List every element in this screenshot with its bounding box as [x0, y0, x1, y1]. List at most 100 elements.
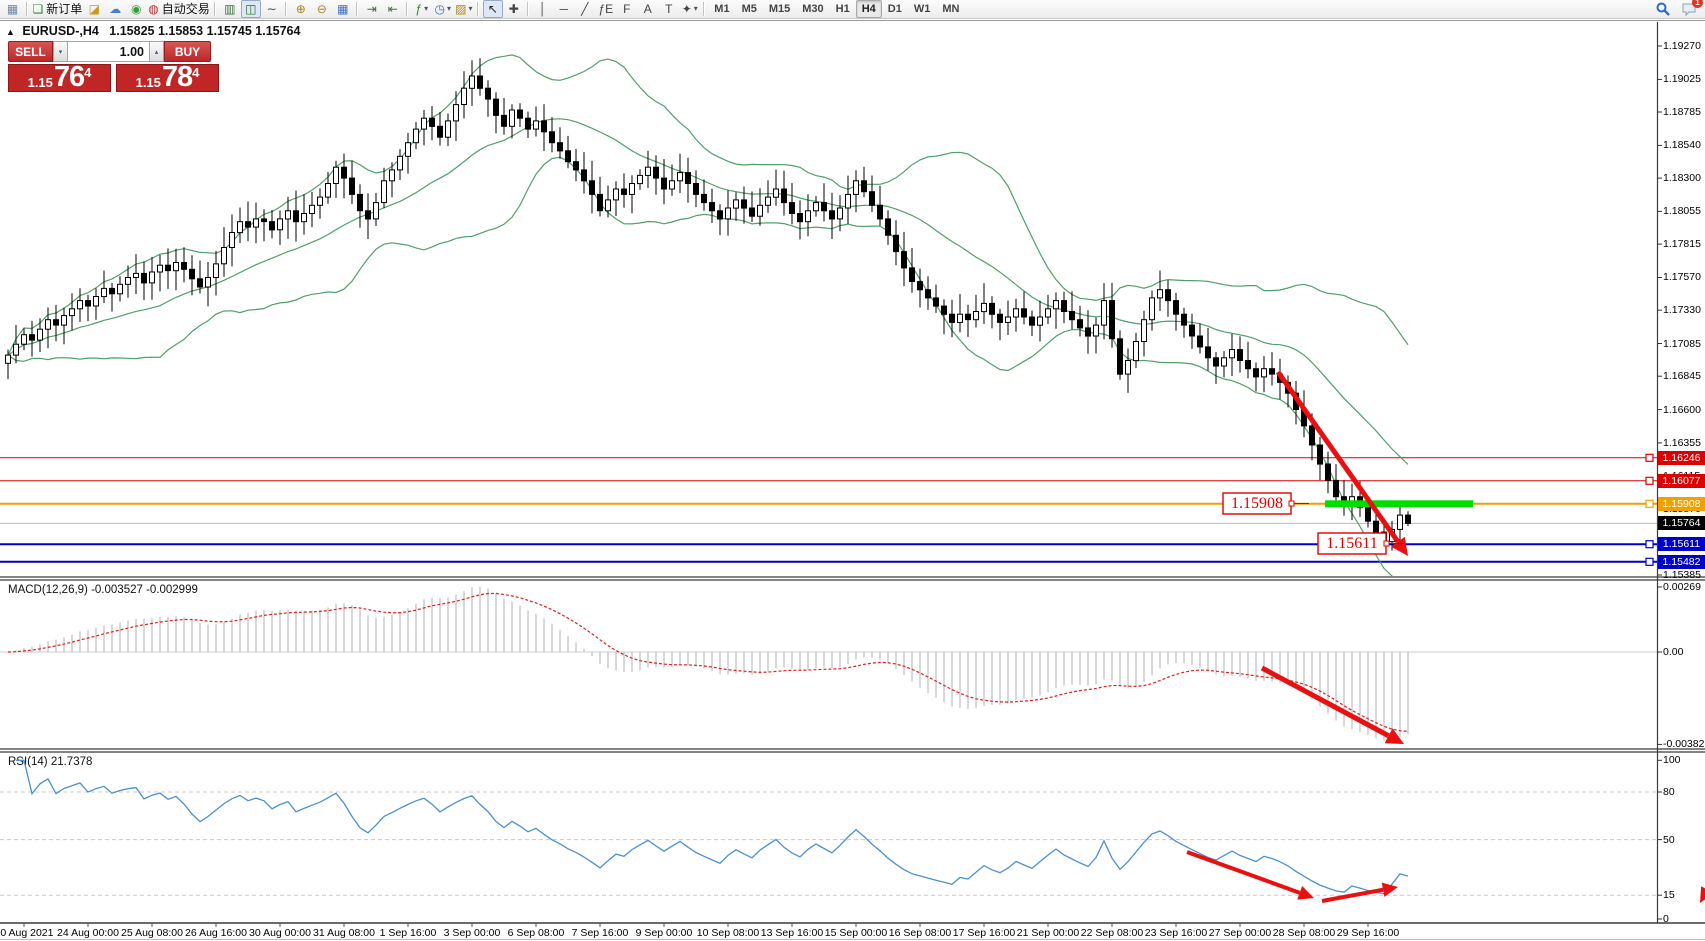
autotrading-button[interactable]: ◍ 自动交易: [147, 0, 211, 18]
toolbar-separator: [703, 2, 706, 16]
shapes-button[interactable]: ✦ ▾: [680, 0, 700, 18]
fibo-expansion-button[interactable]: F: [617, 0, 637, 18]
trendline-button[interactable]: ╱: [575, 0, 595, 18]
search-icon[interactable]: [1656, 2, 1670, 16]
toolbar-separator: [26, 2, 28, 16]
volume-increase-button[interactable]: ▴: [149, 41, 164, 62]
buy-price-panel[interactable]: 1.15 78 4: [116, 61, 219, 93]
horizontal-line-button[interactable]: ─: [554, 0, 574, 18]
fibo-channel-icon: ƒE: [598, 2, 614, 16]
chart-window-icon[interactable]: ▦: [3, 0, 23, 18]
templates-button[interactable]: ▨ ▾: [454, 0, 474, 18]
shapes-icon: ✦: [681, 2, 692, 16]
timeframe-h1-button[interactable]: H1: [835, 3, 850, 15]
line-chart-icon: ∼: [266, 2, 277, 16]
vertical-line-button[interactable]: │: [533, 0, 553, 18]
fibo-channel-button[interactable]: ƒE: [596, 0, 616, 18]
svg-text:1.15908: 1.15908: [1231, 495, 1283, 512]
new-order-icon: ❏: [32, 2, 44, 16]
chart-window-icon-icon: ▦: [6, 2, 19, 16]
cursor-button[interactable]: ↖: [482, 0, 503, 18]
bar-chart-icon: ▥: [224, 2, 236, 16]
radar-icon-icon: ◉: [131, 2, 142, 16]
symbol-title: EURUSD-,H4: [22, 24, 99, 38]
text-label-button[interactable]: T: [659, 0, 679, 18]
autotrading-icon: ◍: [148, 2, 159, 16]
fibo-expansion-icon: F: [623, 2, 631, 16]
crosshair-button[interactable]: ✚: [504, 0, 524, 18]
toolbar-separator: [406, 2, 409, 16]
timeframe-m15-button[interactable]: M15: [768, 3, 791, 15]
vertical-line-icon: │: [539, 2, 547, 16]
radar-icon[interactable]: ◉: [126, 0, 146, 18]
collapse-trade-panel-icon[interactable]: ▲: [6, 27, 15, 37]
eraser-icon-icon: ◪: [88, 2, 100, 16]
timeframe-m5-button[interactable]: M5: [741, 3, 757, 15]
profile-icon-icon: ☁: [109, 2, 122, 16]
crosshair-icon: ✚: [508, 2, 519, 16]
buy-price-big: 78: [161, 61, 193, 93]
chevron-down-icon[interactable]: ▾: [468, 4, 473, 13]
volume-decrease-button[interactable]: ▾: [53, 41, 68, 62]
zoom-out-button[interactable]: ⊖: [312, 0, 332, 18]
sell-price-prefix: 1.15: [27, 75, 53, 90]
timeframe-h4-button[interactable]: H4: [855, 0, 882, 18]
toolbar-separator: [527, 2, 530, 16]
periods-button[interactable]: ◷ ▾: [433, 0, 453, 18]
new-order-button[interactable]: ❏ 新订单: [32, 0, 84, 18]
buy-price-prefix: 1.15: [135, 75, 161, 90]
candle-chart-icon: ◫: [245, 2, 257, 16]
zoom-in-icon: ⊕: [295, 2, 306, 16]
chart-shift-button[interactable]: ⇤: [383, 0, 403, 18]
auto-scroll-button[interactable]: ⇥: [362, 0, 382, 18]
chart-symbol-header: ▲ EURUSD-,H4 1.15825 1.15853 1.15745 1.1…: [6, 24, 300, 38]
templates-icon: ▨: [455, 2, 467, 16]
volume-input[interactable]: 1.00: [68, 41, 149, 62]
indicators-icon: ƒ: [415, 2, 423, 16]
timeframe-m30-button[interactable]: M30: [802, 3, 824, 15]
chart-shift-icon: ⇤: [387, 2, 398, 16]
timeframe-d1-button[interactable]: D1: [887, 3, 902, 15]
toolbar-right-group: 1: [1656, 0, 1703, 16]
timeframe-w1-button[interactable]: W1: [913, 3, 931, 15]
ohlc-values: 1.15825 1.15853 1.15745 1.15764: [109, 24, 301, 38]
buy-button[interactable]: BUY: [164, 41, 211, 62]
svg-text:1.15611: 1.15611: [1326, 535, 1377, 552]
zoom-in-button[interactable]: ⊕: [291, 0, 311, 18]
buy-price-pip: 4: [192, 65, 200, 80]
line-chart-button[interactable]: ∼: [262, 0, 282, 18]
text-label-icon: T: [665, 2, 673, 16]
new-order-button-label: 新订单: [46, 2, 83, 16]
bar-chart-button[interactable]: ▥: [220, 0, 240, 18]
sell-button[interactable]: SELL: [8, 41, 53, 62]
text-icon: A: [643, 2, 652, 16]
trendline-icon: ╱: [581, 2, 589, 16]
chevron-down-icon[interactable]: ▾: [693, 4, 698, 13]
profile-icon[interactable]: ☁: [105, 0, 125, 18]
notification-badge: 1: [1692, 0, 1703, 8]
toolbar-separator: [356, 2, 359, 16]
toolbar-separator: [214, 2, 217, 16]
tile-windows-button[interactable]: ▦: [333, 0, 353, 18]
text-button[interactable]: A: [638, 0, 658, 18]
chevron-down-icon[interactable]: ▾: [447, 4, 452, 13]
zoom-out-icon: ⊖: [316, 2, 327, 16]
one-click-trading-panel: SELL ▾ 1.00 ▴ BUY 1.15 76 4 1.15 78 4: [8, 41, 219, 92]
timeframe-m1-button[interactable]: M1: [714, 3, 730, 15]
toolbar: ▦ ❏ 新订单 ◪ ☁ ◉ ◍ 自动交易 ▥ ◫ ∼ ⊕ ⊖ ▦ ⇥ ⇤ ƒ ▾ ◷ ▾ ▨ ▾ ↖ ✚ │ ─ ╱ ƒE F A T ✦ ▾ M…: [0, 0, 1705, 19]
horizontal-line-icon: ─: [559, 2, 569, 16]
sell-price-pip: 4: [84, 65, 92, 80]
toolbar-separator: [285, 2, 288, 16]
indicators-button[interactable]: ƒ ▾: [412, 0, 432, 18]
chevron-down-icon[interactable]: ▾: [424, 4, 429, 13]
autotrading-button-label: 自动交易: [161, 2, 210, 16]
auto-scroll-icon: ⇥: [366, 2, 377, 16]
sell-price-panel[interactable]: 1.15 76 4: [8, 63, 111, 92]
eraser-icon[interactable]: ◪: [84, 0, 104, 18]
candle-chart-button[interactable]: ◫: [240, 0, 261, 18]
timeframe-mn-button[interactable]: MN: [942, 3, 960, 15]
notifications-icon[interactable]: 1: [1682, 0, 1703, 16]
macd-label: MACD(12,26,9) -0.003527 -0.002999: [8, 584, 198, 596]
